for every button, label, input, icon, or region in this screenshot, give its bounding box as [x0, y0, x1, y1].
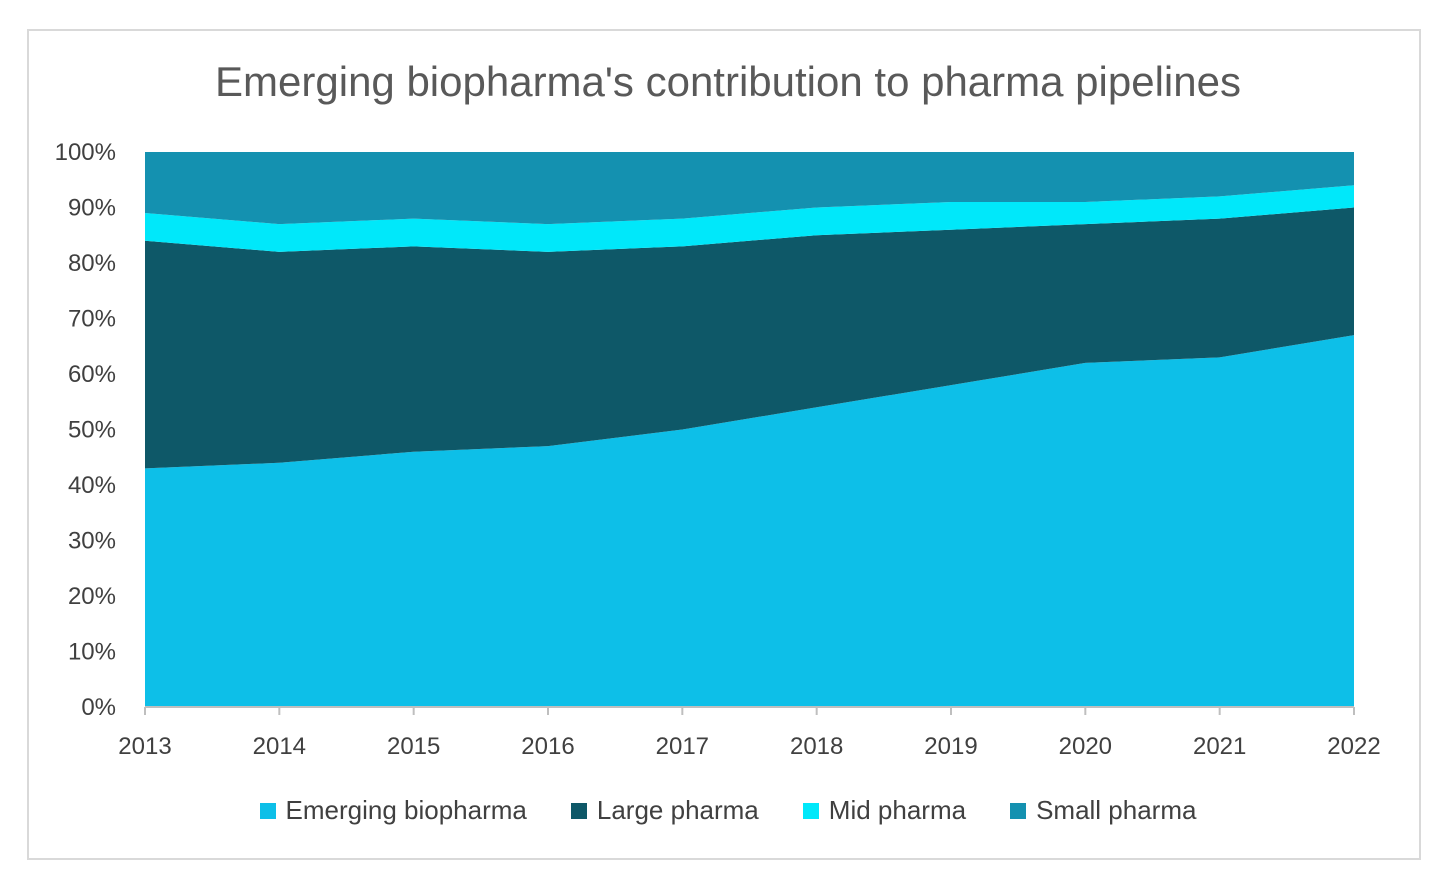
chart-title: Emerging biopharma's contribution to pha… [215, 58, 1241, 105]
area-emerging-biopharma [145, 335, 1354, 707]
legend-item-mid-pharma: Mid pharma [802, 795, 967, 826]
x-tick-label: 2017 [656, 733, 709, 760]
legend-swatch [1010, 802, 1027, 819]
legend-label: Emerging biopharma [285, 795, 527, 825]
y-tick-label: 100% [55, 139, 116, 166]
axes: 2013 2014 2015 2016 2017 2018 2019 2020 2021 2022… [55, 139, 1381, 760]
legend-item-small-pharma: Small pharma [1010, 795, 1196, 826]
legend-item-emerging-biopharma: Emerging biopharma [259, 795, 527, 826]
legend-label: Small pharma [1036, 795, 1197, 825]
legend-label: Large pharma [596, 795, 759, 825]
x-tick-label: 2022 [1327, 733, 1380, 760]
x-tick-label: 2020 [1059, 733, 1112, 760]
y-tick-label: 20% [68, 583, 116, 610]
x-tick-label: 2019 [924, 733, 977, 760]
y-tick-label: 90% [68, 195, 116, 222]
x-tick-label: 2013 [118, 733, 171, 760]
x-tick-label: 2016 [521, 733, 574, 760]
y-tick-label: 60% [68, 361, 116, 388]
y-tick-label: 0% [81, 694, 116, 721]
chart-legend: Emerging biopharma Large pharma Mid pharma… [0, 795, 1456, 826]
legend-swatch [570, 802, 587, 819]
y-tick-label: 40% [68, 472, 116, 499]
area-large-pharma [145, 207, 1354, 469]
y-tick-label: 80% [68, 250, 116, 277]
y-tick-label: 50% [68, 417, 116, 444]
legend-label: Mid pharma [828, 795, 967, 825]
y-tick-label: 70% [68, 306, 116, 333]
legend-swatch [802, 802, 819, 819]
x-tick-label: 2021 [1193, 733, 1246, 760]
area-layers [145, 152, 1354, 707]
x-tick-label: 2014 [253, 733, 306, 760]
x-tick-label: 2018 [790, 733, 843, 760]
x-tick-label: 2015 [387, 733, 440, 760]
y-tick-label: 30% [68, 528, 116, 555]
legend-swatch [259, 802, 276, 819]
y-tick-label: 10% [68, 639, 116, 666]
area-small-pharma [145, 152, 1354, 225]
legend-item-large-pharma: Large pharma [570, 795, 759, 826]
